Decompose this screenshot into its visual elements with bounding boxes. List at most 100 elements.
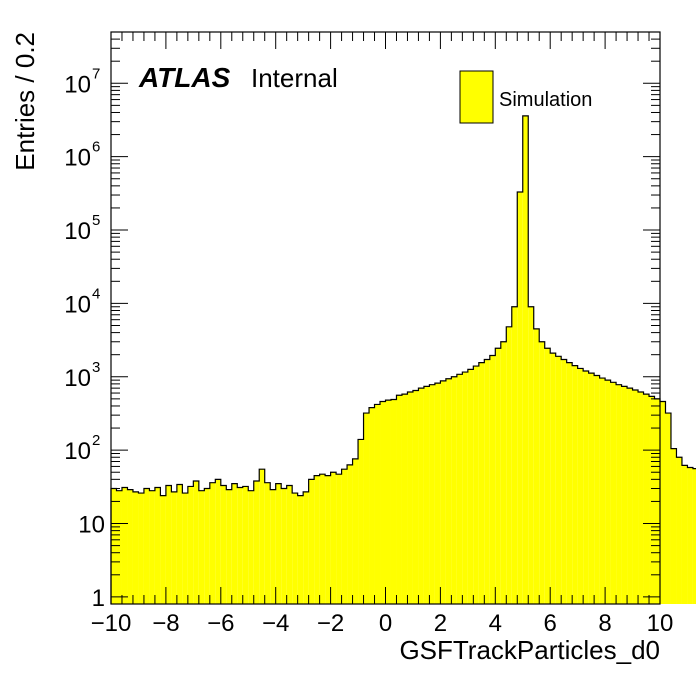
histogram-bar [643, 394, 650, 604]
histogram-bar [588, 373, 595, 604]
histogram-bar [325, 475, 331, 604]
histogram-bar [363, 413, 370, 604]
histogram-bar [270, 489, 276, 604]
histogram-bar [478, 362, 485, 604]
histogram-bar [116, 490, 122, 604]
histogram-bar [621, 386, 628, 604]
histogram-bar [533, 328, 540, 604]
histogram-bar [319, 474, 326, 604]
histogram-bar [187, 486, 194, 604]
y-tick-label: 10 [64, 218, 91, 245]
histogram-bar [484, 359, 490, 604]
histogram-bar [401, 394, 408, 604]
histogram-bar [544, 348, 551, 604]
histogram-bar [412, 390, 419, 604]
histogram-bar [127, 489, 133, 604]
histogram-bar [676, 457, 682, 604]
histogram-bar [286, 485, 293, 604]
y-tick-label-exponent: 4 [92, 285, 100, 302]
histogram-bar [451, 376, 457, 604]
histogram-bar [429, 384, 435, 604]
histogram-bar [489, 355, 496, 604]
histogram-bar [550, 353, 556, 604]
y-tick-label-exponent: 2 [92, 432, 100, 449]
histogram-bar [149, 490, 155, 604]
histogram-bar [610, 382, 617, 604]
histogram-bar [627, 388, 633, 604]
histogram-bar [231, 483, 238, 604]
histogram-bar [561, 359, 567, 604]
histogram-bar [495, 348, 501, 604]
histogram-bar [681, 465, 688, 604]
x-tick-label: −2 [317, 610, 344, 637]
histogram-bar [390, 399, 397, 604]
histogram-bar [259, 469, 265, 604]
histogram-bar [193, 480, 199, 604]
y-tick-label: 10 [64, 291, 91, 318]
histogram-bar [649, 396, 655, 604]
histogram-bar [198, 490, 205, 604]
histogram-bar [506, 326, 512, 604]
histogram-bar [374, 404, 381, 604]
x-tick-label: 10 [647, 610, 674, 637]
histogram-bar [182, 493, 188, 604]
histogram-bar [599, 378, 606, 604]
x-tick-label: −6 [207, 610, 234, 637]
histogram-bar [358, 439, 364, 604]
histogram-bar [473, 366, 479, 604]
histogram-bar [660, 401, 666, 604]
histogram-bar [511, 306, 518, 604]
x-tick-label: 6 [544, 610, 557, 637]
histogram-bar [143, 488, 150, 604]
histogram-bar [204, 488, 210, 604]
histogram-bar [380, 401, 386, 604]
x-tick-label: −8 [152, 610, 179, 637]
histogram-bar [341, 469, 348, 604]
x-tick-label: 4 [489, 610, 502, 637]
histogram-bar [423, 386, 430, 604]
histogram-bar [517, 191, 523, 604]
legend-label: Simulation [499, 89, 592, 111]
histogram-bar [555, 356, 562, 604]
y-axis-label: Entries / 0.2 [10, 32, 40, 171]
histogram-bar [165, 485, 172, 604]
internal-label: Internal [251, 63, 338, 93]
y-tick-label: 10 [64, 145, 91, 172]
histogram-bar [670, 448, 677, 604]
x-tick-label: 8 [598, 610, 611, 637]
histogram-bar [281, 488, 287, 604]
y-tick-label-exponent: 3 [92, 359, 100, 376]
histogram-bar [462, 372, 468, 604]
histogram-bar [396, 395, 402, 604]
histogram-bar [418, 388, 424, 604]
x-tick-label: 2 [434, 610, 447, 637]
histogram-bar [308, 479, 315, 604]
histogram-bar [500, 341, 507, 604]
legend-swatch [459, 70, 494, 124]
histogram-bar [154, 487, 161, 604]
histogram-bar [665, 413, 671, 604]
y-tick-label-exponent: 5 [92, 212, 100, 229]
histogram-bar [132, 491, 139, 604]
histogram-bar [248, 490, 254, 604]
histogram-bar [539, 341, 545, 604]
histogram-bar [522, 115, 529, 604]
histogram-bar [440, 380, 446, 604]
histogram-bar [160, 495, 166, 604]
x-tick-label: 0 [379, 610, 392, 637]
histogram-bar [456, 374, 463, 604]
histogram-bar [528, 306, 534, 604]
histogram-bar [583, 370, 589, 604]
histogram-outline [110, 115, 696, 604]
histogram-bar [220, 485, 227, 604]
y-tick-label: 10 [64, 71, 91, 98]
histogram-bar [303, 491, 309, 604]
y-tick-label: 10 [78, 512, 105, 539]
histogram-bar [687, 467, 693, 604]
x-tick-label: −4 [262, 610, 289, 637]
histogram-bar [111, 488, 117, 604]
histogram-bar [577, 368, 584, 604]
y-tick-label-exponent: 7 [92, 65, 100, 82]
x-tick-label: −10 [91, 610, 132, 637]
